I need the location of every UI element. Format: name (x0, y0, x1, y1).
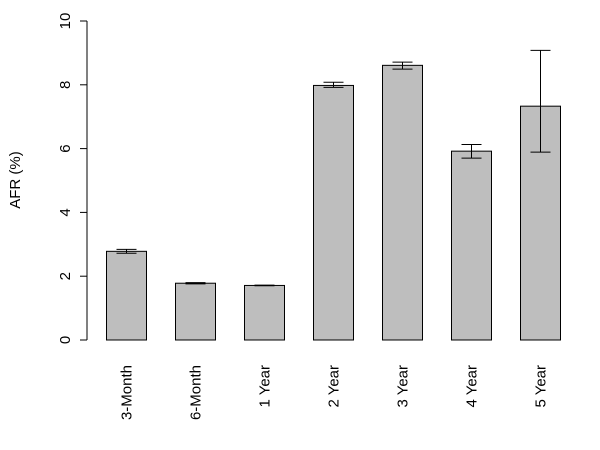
y-tick-label: 8 (57, 81, 74, 89)
y-tick-label: 2 (57, 272, 74, 280)
y-axis: 0 2 4 6 8 10 (57, 13, 88, 344)
y-tick-label: 10 (57, 13, 74, 30)
x-tick-label: 3-Month (119, 365, 136, 420)
x-tick-label: 1 Year (257, 365, 274, 408)
y-tick-label: 6 (57, 144, 74, 152)
y-axis-label: AFR (%) (7, 151, 24, 209)
x-tick-label: 2 Year (326, 365, 343, 408)
x-tick-label: 4 Year (464, 365, 481, 408)
x-tick-label: 5 Year (533, 365, 550, 408)
bars (106, 49, 561, 341)
x-tick-label: 6-Month (188, 365, 205, 420)
bar (313, 84, 354, 341)
y-tick-label: 4 (57, 208, 74, 216)
bar (382, 64, 423, 341)
bar (451, 150, 492, 341)
x-tick-labels: 3-Month 6-Month 1 Year 2 Year 3 Year 4 Year 5 … (119, 365, 550, 420)
bar (244, 284, 285, 341)
x-tick-label: 3 Year (395, 365, 412, 408)
y-tick-label: 0 (57, 336, 74, 344)
bar (106, 250, 147, 341)
bar (175, 282, 216, 341)
